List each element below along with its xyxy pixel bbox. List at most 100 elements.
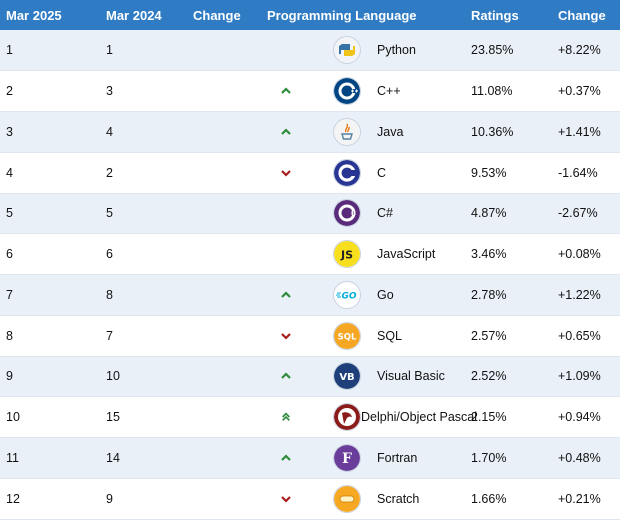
rating-value: 3.46% [465, 233, 552, 275]
rating-change: +0.21% [552, 478, 620, 520]
language-name[interactable]: Go [377, 287, 394, 302]
language-cell[interactable]: Scratch [261, 478, 465, 520]
header-change[interactable]: Change [193, 7, 241, 23]
previous-rank: 3 [100, 70, 187, 112]
table-row: 1 1 Python 23.85% +8.22% [0, 30, 620, 72]
header-previous-rank[interactable]: Mar 2024 [106, 7, 162, 23]
language-cell[interactable]: Delphi/Object Pascal [261, 396, 477, 438]
trend-down-icon [281, 495, 291, 503]
change-cell [187, 437, 291, 479]
rating-change: +0.37% [552, 70, 620, 112]
cpp-logo-icon [333, 77, 361, 106]
current-rank: 10 [0, 396, 100, 438]
rating-change: +8.22% [552, 30, 620, 72]
header-current-rank[interactable]: Mar 2025 [6, 7, 62, 23]
rating-change: +1.22% [552, 274, 620, 316]
table-row: 4 2 C 9.53% -1.64% [0, 152, 620, 194]
current-rank: 8 [0, 315, 100, 357]
change-cell [187, 478, 291, 520]
language-cell[interactable]: Java [261, 111, 465, 153]
language-cell[interactable]: C++ [261, 70, 465, 112]
change-cell [187, 152, 291, 194]
svg-text:F: F [342, 451, 352, 467]
language-name[interactable]: SQL [377, 328, 403, 343]
rating-value: 9.53% [465, 152, 552, 194]
trend-up-icon [281, 372, 291, 380]
svg-text:GO: GO [341, 291, 356, 301]
header-ratings[interactable]: Ratings [471, 7, 519, 23]
language-cell[interactable]: SQL SQL [261, 315, 465, 357]
svg-text:JS: JS [340, 249, 353, 262]
change-cell [187, 193, 261, 235]
change-cell [187, 274, 291, 316]
rating-change: -1.64% [552, 152, 620, 194]
svg-text:SQL: SQL [338, 332, 357, 342]
trend-double-up-icon [282, 412, 290, 422]
rating-value: 11.08% [465, 70, 552, 112]
change-cell [187, 111, 291, 153]
change-cell [187, 30, 261, 72]
delphi-logo-icon [333, 403, 361, 432]
language-name[interactable]: C [377, 165, 387, 180]
language-name[interactable]: Fortran [377, 450, 418, 465]
language-cell[interactable]: JS JavaScript [261, 233, 465, 275]
change-cell [187, 233, 261, 275]
language-name[interactable]: Python [377, 43, 416, 58]
trend-up-icon [281, 454, 291, 461]
change-cell [187, 356, 291, 398]
language-name[interactable]: Java [377, 124, 404, 139]
rating-value: 23.85% [465, 30, 552, 72]
rating-change: -2.67% [552, 193, 620, 235]
table-row: 6 6 JS JavaScript 3.46% +0.08% [0, 233, 620, 275]
go-logo-icon: GO [333, 280, 361, 309]
c-logo-icon [333, 158, 361, 187]
change-cell [187, 315, 291, 357]
language-cell[interactable]: VB Visual Basic [261, 356, 465, 398]
header-ratings-change[interactable]: Change [558, 7, 606, 23]
rating-change: +0.48% [552, 437, 620, 479]
rating-value: 2.15% [465, 396, 552, 438]
visual-basic-logo-icon: VB [333, 362, 361, 391]
rating-value: 4.87% [465, 193, 552, 235]
trend-down-icon [281, 332, 291, 340]
current-rank: 3 [0, 111, 100, 153]
language-cell[interactable]: C# [261, 193, 465, 235]
language-cell[interactable]: C [261, 152, 465, 194]
table-row: 7 8 GO Go 2.78% +1.22% [0, 274, 620, 316]
table-row: 2 3 C++ 11.08% +0.37% [0, 70, 620, 112]
previous-rank: 14 [100, 437, 187, 479]
table-row: 5 5 C# 4.87% -2.67% [0, 193, 620, 235]
javascript-logo-icon: JS [333, 240, 361, 269]
previous-rank: 8 [100, 274, 187, 316]
header-language[interactable]: Programming Language [267, 7, 417, 23]
table-row: 10 15 Delphi/Object Pascal 2.15% +0.94% [0, 396, 620, 438]
language-cell[interactable]: Python [261, 30, 465, 72]
current-rank: 4 [0, 152, 100, 194]
language-cell[interactable]: F Fortran [261, 437, 465, 479]
trend-up-icon [281, 291, 291, 298]
language-name[interactable]: JavaScript [377, 247, 436, 262]
previous-rank: 7 [100, 315, 187, 357]
header-row: Mar 2025 Mar 2024 Change Programming Lan… [0, 0, 620, 30]
language-name[interactable]: C++ [377, 84, 401, 99]
csharp-logo-icon [333, 199, 361, 228]
previous-rank: 6 [100, 233, 187, 275]
table-row: 11 14 F Fortran 1.70% +0.48% [0, 437, 620, 479]
rating-change: +0.65% [552, 315, 620, 357]
rating-value: 2.57% [465, 315, 552, 357]
current-rank: 1 [0, 30, 100, 72]
rating-change: +0.94% [552, 396, 620, 438]
previous-rank: 5 [100, 193, 187, 235]
language-name[interactable]: Delphi/Object Pascal [361, 410, 478, 425]
language-name[interactable]: Scratch [377, 491, 420, 506]
language-cell[interactable]: GO Go [261, 274, 465, 316]
trend-up-icon [281, 87, 291, 94]
rating-value: 10.36% [465, 111, 552, 153]
rating-change: +0.08% [552, 233, 620, 275]
language-name[interactable]: C# [377, 206, 393, 221]
rating-value: 1.66% [465, 478, 552, 520]
change-cell [187, 70, 291, 112]
language-name[interactable]: Visual Basic [377, 369, 445, 384]
previous-rank: 10 [100, 356, 187, 398]
